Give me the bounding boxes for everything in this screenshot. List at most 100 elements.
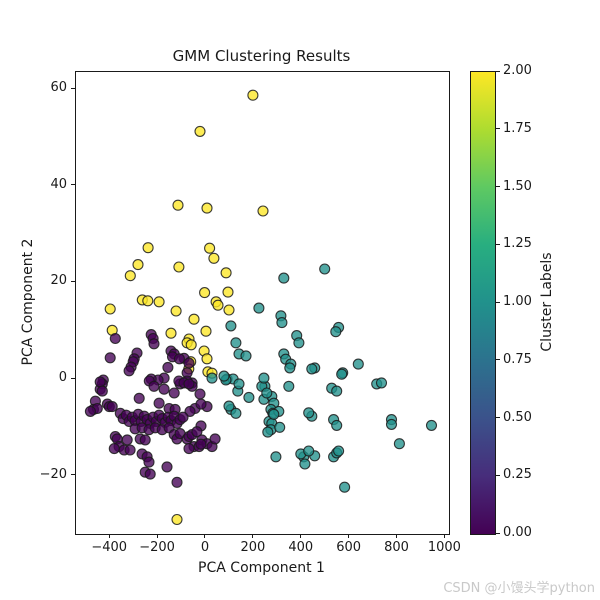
y-tick-label: 20 [50, 273, 67, 289]
y-tick [71, 184, 75, 186]
y-tick [71, 87, 75, 89]
data-point-cluster-2 [222, 286, 234, 298]
x-tick [252, 534, 254, 538]
data-point-cluster-1 [284, 362, 296, 374]
data-point-cluster-2 [200, 325, 212, 337]
data-point-cluster-0 [84, 405, 96, 417]
data-point-cluster-1 [268, 408, 280, 420]
data-point-cluster-1 [253, 302, 265, 314]
colorbar-tick [496, 359, 500, 361]
data-point-cluster-1 [299, 458, 311, 470]
data-point-cluster-2 [223, 304, 235, 316]
colorbar-tick [496, 417, 500, 418]
data-point-cluster-2 [172, 199, 184, 211]
data-point-cluster-1 [352, 358, 364, 370]
data-point-cluster-1 [393, 438, 405, 450]
data-point-cluster-0 [161, 461, 173, 473]
data-point-cluster-1 [261, 387, 273, 399]
x-tick [348, 534, 350, 538]
colorbar-tick-label: 0.50 [503, 409, 532, 425]
data-point-cluster-0 [171, 476, 183, 488]
colorbar-tick-label: 1.25 [503, 236, 532, 252]
data-point-cluster-0 [121, 434, 133, 446]
y-tick-label: 40 [50, 176, 67, 192]
data-point-cluster-2 [153, 296, 165, 308]
data-point-cluster-0 [162, 361, 174, 373]
data-point-cluster-0 [139, 434, 151, 446]
colorbar-tick [496, 186, 500, 187]
data-point-cluster-0 [168, 387, 180, 399]
data-point-cluster-2 [165, 327, 177, 339]
colorbar-tick-label: 0.25 [503, 467, 532, 483]
x-tick [108, 534, 110, 538]
data-point-cluster-0 [177, 411, 189, 423]
data-point-cluster-0 [96, 385, 108, 397]
data-point-cluster-0 [183, 378, 195, 390]
data-point-cluster-2 [199, 287, 211, 299]
data-point-cluster-1 [223, 400, 235, 412]
data-point-cluster-2 [204, 242, 216, 254]
data-point-cluster-2 [185, 339, 197, 351]
data-point-cluster-1 [233, 378, 245, 390]
data-point-cluster-2 [212, 299, 224, 311]
data-point-cluster-1 [225, 320, 237, 332]
data-point-cluster-1 [276, 317, 288, 329]
data-point-cluster-0 [109, 332, 121, 345]
data-point-cluster-2 [124, 270, 136, 282]
x-tick-label: −200 [139, 540, 175, 555]
data-point-cluster-1 [258, 372, 270, 384]
data-point-cluster-1 [218, 370, 230, 382]
data-point-cluster-0 [148, 380, 160, 392]
data-point-cluster-1 [274, 421, 286, 433]
x-tick-label: 200 [240, 540, 266, 555]
data-point-cluster-0 [123, 365, 135, 377]
data-point-cluster-1 [240, 350, 252, 362]
data-point-cluster-2 [188, 313, 200, 325]
data-point-cluster-1 [283, 380, 295, 392]
data-point-cluster-1 [230, 407, 242, 419]
data-point-cluster-2 [132, 259, 144, 271]
data-point-cluster-1 [339, 481, 351, 493]
data-point-cluster-0 [94, 376, 106, 388]
data-point-cluster-2 [208, 252, 220, 264]
data-point-cluster-2 [220, 267, 232, 279]
data-point-cluster-1 [243, 391, 255, 403]
data-point-cluster-2 [104, 303, 116, 315]
data-point-cluster-1 [336, 368, 348, 380]
colorbar-tick [496, 532, 500, 534]
data-point-cluster-0 [183, 357, 195, 369]
data-point-cluster-1 [375, 377, 388, 389]
data-point-cluster-0 [148, 338, 160, 350]
data-point-cluster-0 [191, 426, 203, 438]
x-tick [443, 534, 445, 538]
data-point-cluster-0 [209, 433, 221, 445]
x-tick [204, 534, 206, 538]
y-tick-label: 60 [50, 80, 67, 96]
colorbar-tick [496, 70, 500, 72]
colorbar-tick [496, 301, 500, 303]
data-point-cluster-1 [293, 337, 305, 349]
data-point-cluster-1 [303, 407, 315, 419]
colorbar-tick [496, 474, 500, 476]
colorbar-tick [496, 128, 500, 130]
data-point-cluster-1 [330, 326, 342, 338]
x-tick-label: 600 [336, 540, 362, 555]
data-point-cluster-1 [270, 451, 282, 463]
data-point-cluster-0 [184, 405, 196, 417]
data-point-cluster-1 [331, 385, 343, 397]
data-point-cluster-1 [303, 445, 315, 457]
x-tick [300, 534, 302, 538]
data-point-cluster-0 [104, 352, 116, 364]
chart-title: GMM Clustering Results [172, 47, 351, 65]
data-point-cluster-2 [171, 513, 183, 526]
data-point-cluster-1 [331, 419, 343, 431]
data-point-cluster-2 [247, 89, 259, 101]
data-point-cluster-1 [333, 445, 345, 457]
data-point-cluster-1 [262, 426, 274, 438]
colorbar-tick-label: 0.00 [503, 525, 532, 540]
data-point-cluster-0 [143, 456, 155, 468]
colorbar-tick-label: 0.75 [503, 351, 532, 367]
data-point-cluster-0 [124, 444, 136, 456]
y-tick-label: 0 [58, 370, 67, 386]
data-point-cluster-0 [173, 353, 185, 365]
